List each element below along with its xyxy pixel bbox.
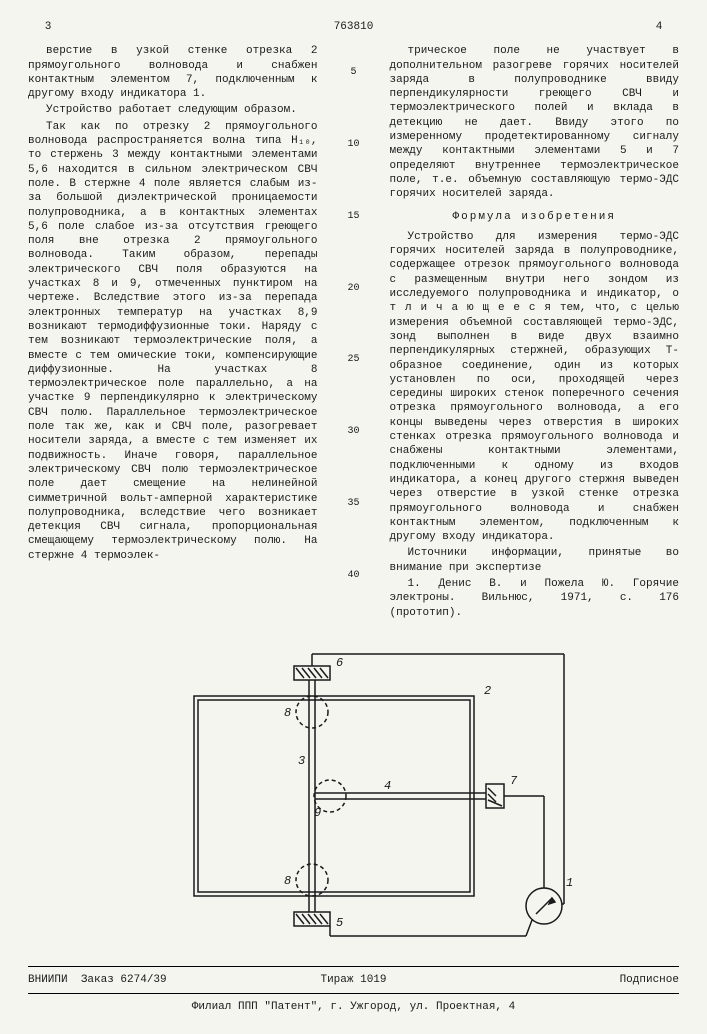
fig-label-8: 8	[284, 706, 291, 720]
patent-number: 763810	[68, 20, 639, 34]
fig-label-3: 3	[298, 754, 305, 768]
footer-bar: ВНИИПИ Заказ 6274/39 Тираж 1019 Подписно…	[28, 966, 679, 994]
figure: 6 2 8 3 9 4 7 8 5 1	[134, 646, 574, 946]
fig-label-4: 4	[384, 779, 391, 793]
footer-tirazh: Тираж 1019	[254, 973, 452, 987]
para: трическое поле не участвует в дополнител…	[390, 44, 680, 201]
fig-label-9: 9	[314, 806, 321, 820]
fig-label-1: 1	[566, 876, 573, 890]
footer-sub: Подписное	[481, 973, 679, 987]
formula-title: Формула изобретения	[390, 210, 680, 224]
fig-label-6: 6	[336, 656, 343, 670]
page-left: 3	[28, 20, 68, 34]
header: 3 763810 4	[28, 20, 679, 34]
ln: 30	[346, 425, 362, 438]
ln: 25	[346, 353, 362, 366]
para: Устройство для измерения термо-ЭДС горяч…	[390, 230, 680, 545]
para: верстие в узкой стенке отрезка 2 прямоуг…	[28, 44, 318, 101]
footer-org: ВНИИПИ Заказ 6274/39	[28, 973, 226, 987]
ln: 10	[346, 138, 362, 151]
source: 1. Денис В. и Пожела Ю. Горячие электрон…	[390, 577, 680, 620]
para: Так как по отрезку 2 прямоугольного волн…	[28, 120, 318, 563]
ln: 5	[346, 66, 362, 79]
ln: 35	[346, 497, 362, 510]
ln: 15	[346, 210, 362, 223]
text-columns: верстие в узкой стенке отрезка 2 прямоуг…	[28, 44, 679, 622]
right-column: трическое поле не участвует в дополнител…	[390, 44, 680, 622]
fig-label-5: 5	[336, 916, 343, 930]
footer-address: Филиал ППП "Патент", г. Ужгород, ул. Про…	[28, 1000, 679, 1014]
fig-label-8b: 8	[284, 874, 291, 888]
page-right: 4	[639, 20, 679, 34]
line-numbers: 5 10 15 20 25 30 35 40	[346, 44, 362, 622]
sources-title: Источники информации, принятые во вниман…	[390, 546, 680, 575]
schematic-svg: 6 2 8 3 9 4 7 8 5 1	[134, 646, 574, 946]
ln: 20	[346, 282, 362, 295]
fig-label-2: 2	[484, 684, 491, 698]
left-column: верстие в узкой стенке отрезка 2 прямоуг…	[28, 44, 318, 622]
para: Устройство работает следующим образом.	[28, 103, 318, 117]
ln: 40	[346, 569, 362, 582]
fig-label-7: 7	[510, 774, 518, 788]
